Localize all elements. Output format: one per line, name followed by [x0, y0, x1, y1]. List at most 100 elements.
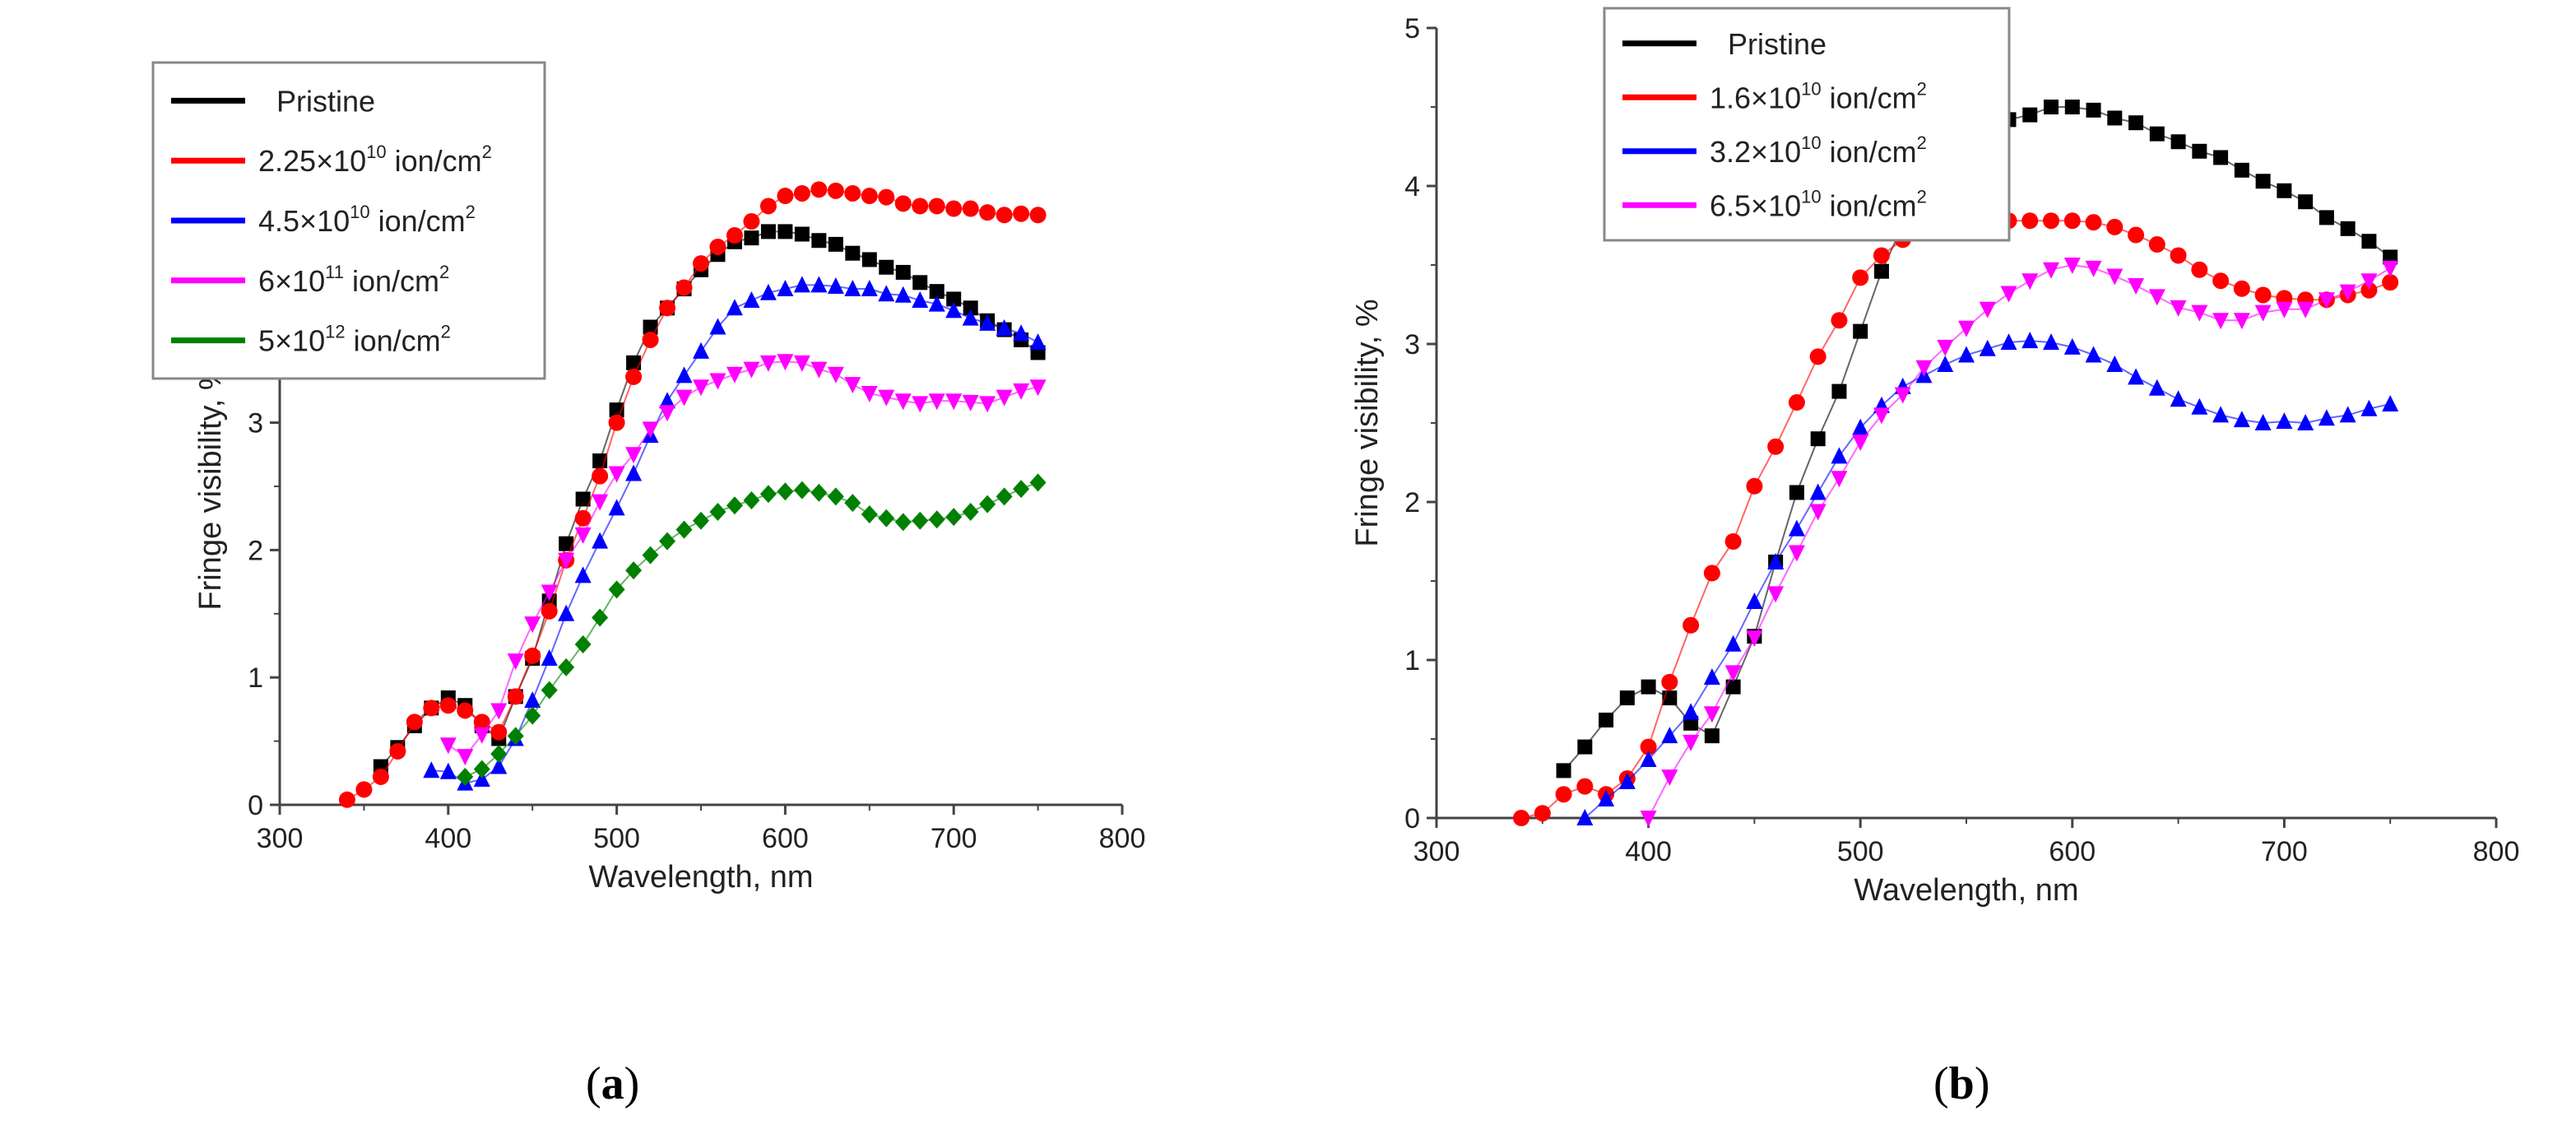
series-3: [1640, 258, 2399, 827]
data-point: [827, 366, 844, 383]
data-point: [709, 318, 726, 335]
legend-label: 2.25×1010 ion/cm2: [258, 142, 492, 178]
data-point: [1937, 355, 1954, 372]
data-point: [2234, 162, 2249, 178]
data-point: [1724, 634, 1742, 652]
data-point: [338, 791, 355, 808]
data-point: [2085, 260, 2102, 277]
data-point: [2361, 234, 2377, 249]
data-point: [2212, 406, 2230, 423]
data-point: [2021, 332, 2039, 349]
data-point: [979, 495, 996, 514]
data-point: [827, 182, 844, 199]
data-point: [827, 487, 844, 506]
data-point: [894, 195, 912, 212]
data-point: [979, 314, 996, 331]
data-point: [878, 285, 895, 302]
data-point: [2043, 262, 2060, 279]
data-point: [1767, 552, 1785, 569]
data-point: [2043, 333, 2060, 351]
data-point: [912, 511, 929, 530]
data-point: [962, 309, 979, 326]
panel-label-b: (b): [1933, 1058, 1990, 1109]
data-point: [726, 299, 743, 316]
data-point: [1810, 431, 1826, 447]
data-point: [1724, 665, 1742, 682]
x-tick-label: 600: [762, 823, 809, 854]
data-point: [912, 198, 929, 215]
legend-label: 6.5×1010 ion/cm2: [1710, 186, 1927, 222]
data-point: [1704, 728, 1720, 744]
data-point: [1788, 519, 1805, 537]
data-point: [1703, 565, 1720, 582]
data-point: [2106, 355, 2123, 372]
data-point: [1661, 727, 1678, 744]
data-point: [777, 224, 793, 239]
data-point: [1979, 301, 1996, 318]
data-point: [642, 421, 659, 439]
data-point: [1703, 668, 1720, 686]
data-point: [608, 499, 625, 516]
data-point: [709, 502, 726, 521]
chart-panel-b: 300 400 500 600 700 800 0 1 2 3 4 5 Wavelength, nm Fr…: [1350, 7, 2519, 908]
data-point: [743, 290, 760, 308]
data-point: [1683, 703, 1700, 720]
series-line: [1584, 340, 2391, 819]
data-point: [759, 198, 777, 215]
data-point: [1894, 387, 1911, 404]
data-point: [709, 373, 726, 390]
data-point: [894, 513, 912, 532]
data-point: [1640, 738, 1657, 755]
data-point: [524, 691, 541, 709]
data-point: [574, 527, 592, 544]
data-point: [743, 361, 760, 379]
data-point: [2318, 210, 2334, 225]
data-point: [2191, 261, 2208, 278]
x-tick-label: 700: [931, 823, 977, 854]
data-point: [2021, 212, 2039, 230]
data-point: [558, 658, 575, 676]
data-point: [928, 198, 945, 215]
data-point: [574, 634, 592, 653]
data-point: [643, 319, 658, 335]
data-point: [2233, 411, 2250, 428]
data-point: [1958, 320, 1975, 337]
data-point: [372, 768, 389, 785]
y-axis-label: Fringe visibility, %: [193, 362, 228, 610]
data-point: [1746, 477, 1763, 495]
data-point: [861, 252, 877, 267]
data-point: [2128, 115, 2144, 131]
data-point: [675, 279, 693, 296]
data-point: [1915, 360, 1933, 377]
x-tick-label: 300: [257, 823, 304, 854]
data-point: [2382, 394, 2399, 411]
data-point: [912, 275, 928, 290]
data-point: [675, 520, 693, 539]
data-point: [626, 355, 642, 370]
data-point: [1029, 207, 1047, 224]
data-point: [879, 259, 894, 275]
data-point: [726, 496, 743, 515]
data-point: [659, 300, 676, 317]
data-point: [2085, 346, 2102, 363]
panel-label-a: (a): [586, 1058, 640, 1109]
x-tick-label: 400: [1625, 836, 1672, 867]
x-tick-label: 300: [1413, 836, 1460, 867]
data-point: [878, 188, 895, 206]
data-point: [811, 233, 827, 249]
data-point: [759, 283, 777, 300]
data-point: [473, 713, 490, 731]
data-point: [2213, 150, 2229, 165]
data-point: [945, 393, 963, 411]
data-point: [1767, 438, 1785, 455]
y-tick-label: 5: [1404, 13, 1420, 44]
data-point: [406, 713, 423, 731]
data-point: [929, 284, 945, 300]
data-point: [845, 245, 861, 261]
data-point: [1788, 394, 1805, 411]
data-point: [996, 207, 1013, 224]
data-point: [541, 681, 558, 699]
data-point: [457, 749, 474, 766]
data-point: [777, 280, 794, 297]
data-point: [592, 608, 609, 627]
